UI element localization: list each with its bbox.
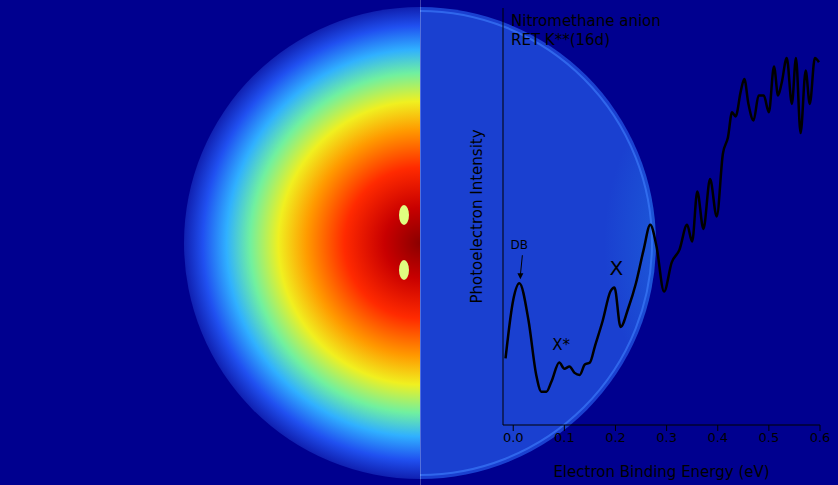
svg-text:0.2: 0.2 — [605, 430, 626, 445]
svg-text:Photoelectron Intensity: Photoelectron Intensity — [468, 129, 486, 303]
svg-text:0.1: 0.1 — [554, 430, 575, 445]
svg-text:DB: DB — [511, 238, 528, 252]
html-text:Nitromethane anion: Nitromethane anion — [511, 12, 661, 30]
svg-text:0.5: 0.5 — [759, 430, 780, 445]
svg-text:X*: X* — [552, 336, 570, 354]
svg-text:Electron Binding Energy (eV): Electron Binding Energy (eV) — [553, 463, 769, 481]
svg-text:0.6: 0.6 — [810, 430, 831, 445]
svg-text:X: X — [610, 256, 624, 280]
svg-text:0.3: 0.3 — [656, 430, 677, 445]
html-text:RET K**(16d): RET K**(16d) — [511, 31, 610, 49]
svg-text:0.0: 0.0 — [503, 430, 524, 445]
svg-text:0.4: 0.4 — [707, 430, 728, 445]
